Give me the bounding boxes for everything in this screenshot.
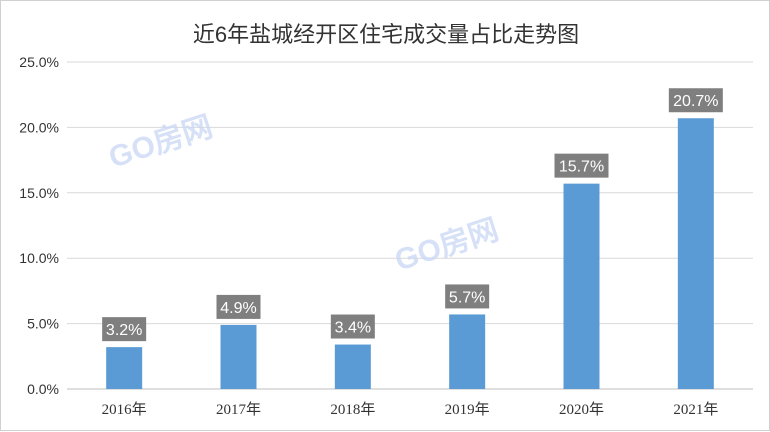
data-label-background: [445, 284, 490, 309]
data-label: 15.7%: [559, 159, 604, 176]
bar: [334, 344, 371, 389]
x-tick-label: 2016年: [102, 401, 147, 418]
x-tick-label: 2021年: [673, 401, 718, 418]
data-label-background: [102, 317, 147, 342]
watermark-text-1: GO房网: [105, 110, 217, 174]
data-label-background: [668, 88, 723, 113]
x-tick-label: 2019年: [445, 401, 490, 418]
x-axis-ticks: 2016年 2017年 2018年 2019年 2020年 2021年: [102, 401, 719, 418]
data-label: 3.4%: [335, 320, 371, 337]
y-tick-label: 0.0%: [27, 381, 59, 397]
data-label: 5.7%: [449, 289, 485, 306]
chart-title: 近6年盐城经开区住宅成交量占比走势图: [193, 22, 579, 47]
bar: [106, 347, 143, 389]
data-label-background: [216, 294, 261, 319]
data-label: 20.7%: [673, 93, 718, 110]
bar: [220, 324, 257, 389]
data-label-background: [554, 153, 609, 178]
data-label: 4.9%: [220, 300, 256, 317]
data-label: 3.2%: [106, 322, 142, 339]
watermark-text-2: GO房网: [391, 213, 503, 277]
y-tick-label: 15.0%: [19, 185, 59, 201]
bar: [677, 118, 714, 389]
x-tick-label: 2017年: [216, 401, 261, 418]
y-tick-label: 20.0%: [19, 119, 59, 135]
y-tick-label: 25.0%: [19, 54, 59, 70]
bar: [563, 183, 600, 389]
gridlines: [67, 61, 753, 390]
data-labels: 3.2% 4.9% 3.4% 5.7% 15.7% 20.7%: [102, 88, 723, 342]
data-label-background: [330, 314, 375, 339]
bars: [106, 118, 714, 389]
y-tick-label: 5.0%: [27, 316, 59, 332]
y-axis-ticks: 0.0% 5.0% 10.0% 15.0% 20.0% 25.0%: [19, 54, 59, 397]
x-tick-label: 2018年: [330, 401, 375, 418]
y-tick-label: 10.0%: [19, 250, 59, 266]
x-tick-label: 2020年: [559, 401, 604, 418]
bar: [449, 314, 486, 389]
